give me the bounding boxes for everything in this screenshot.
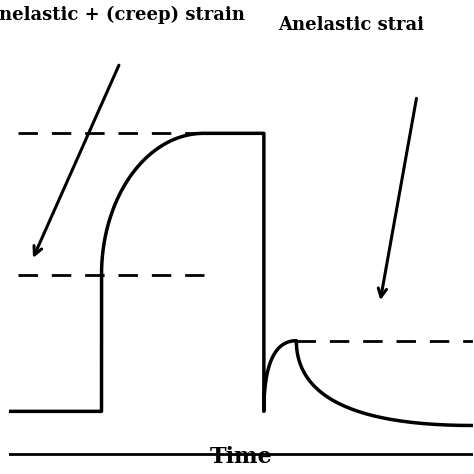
Text: nelastic + (creep) strain: nelastic + (creep) strain: [0, 6, 246, 24]
Text: Anelastic strai: Anelastic strai: [278, 16, 424, 34]
Text: Time: Time: [210, 446, 272, 468]
